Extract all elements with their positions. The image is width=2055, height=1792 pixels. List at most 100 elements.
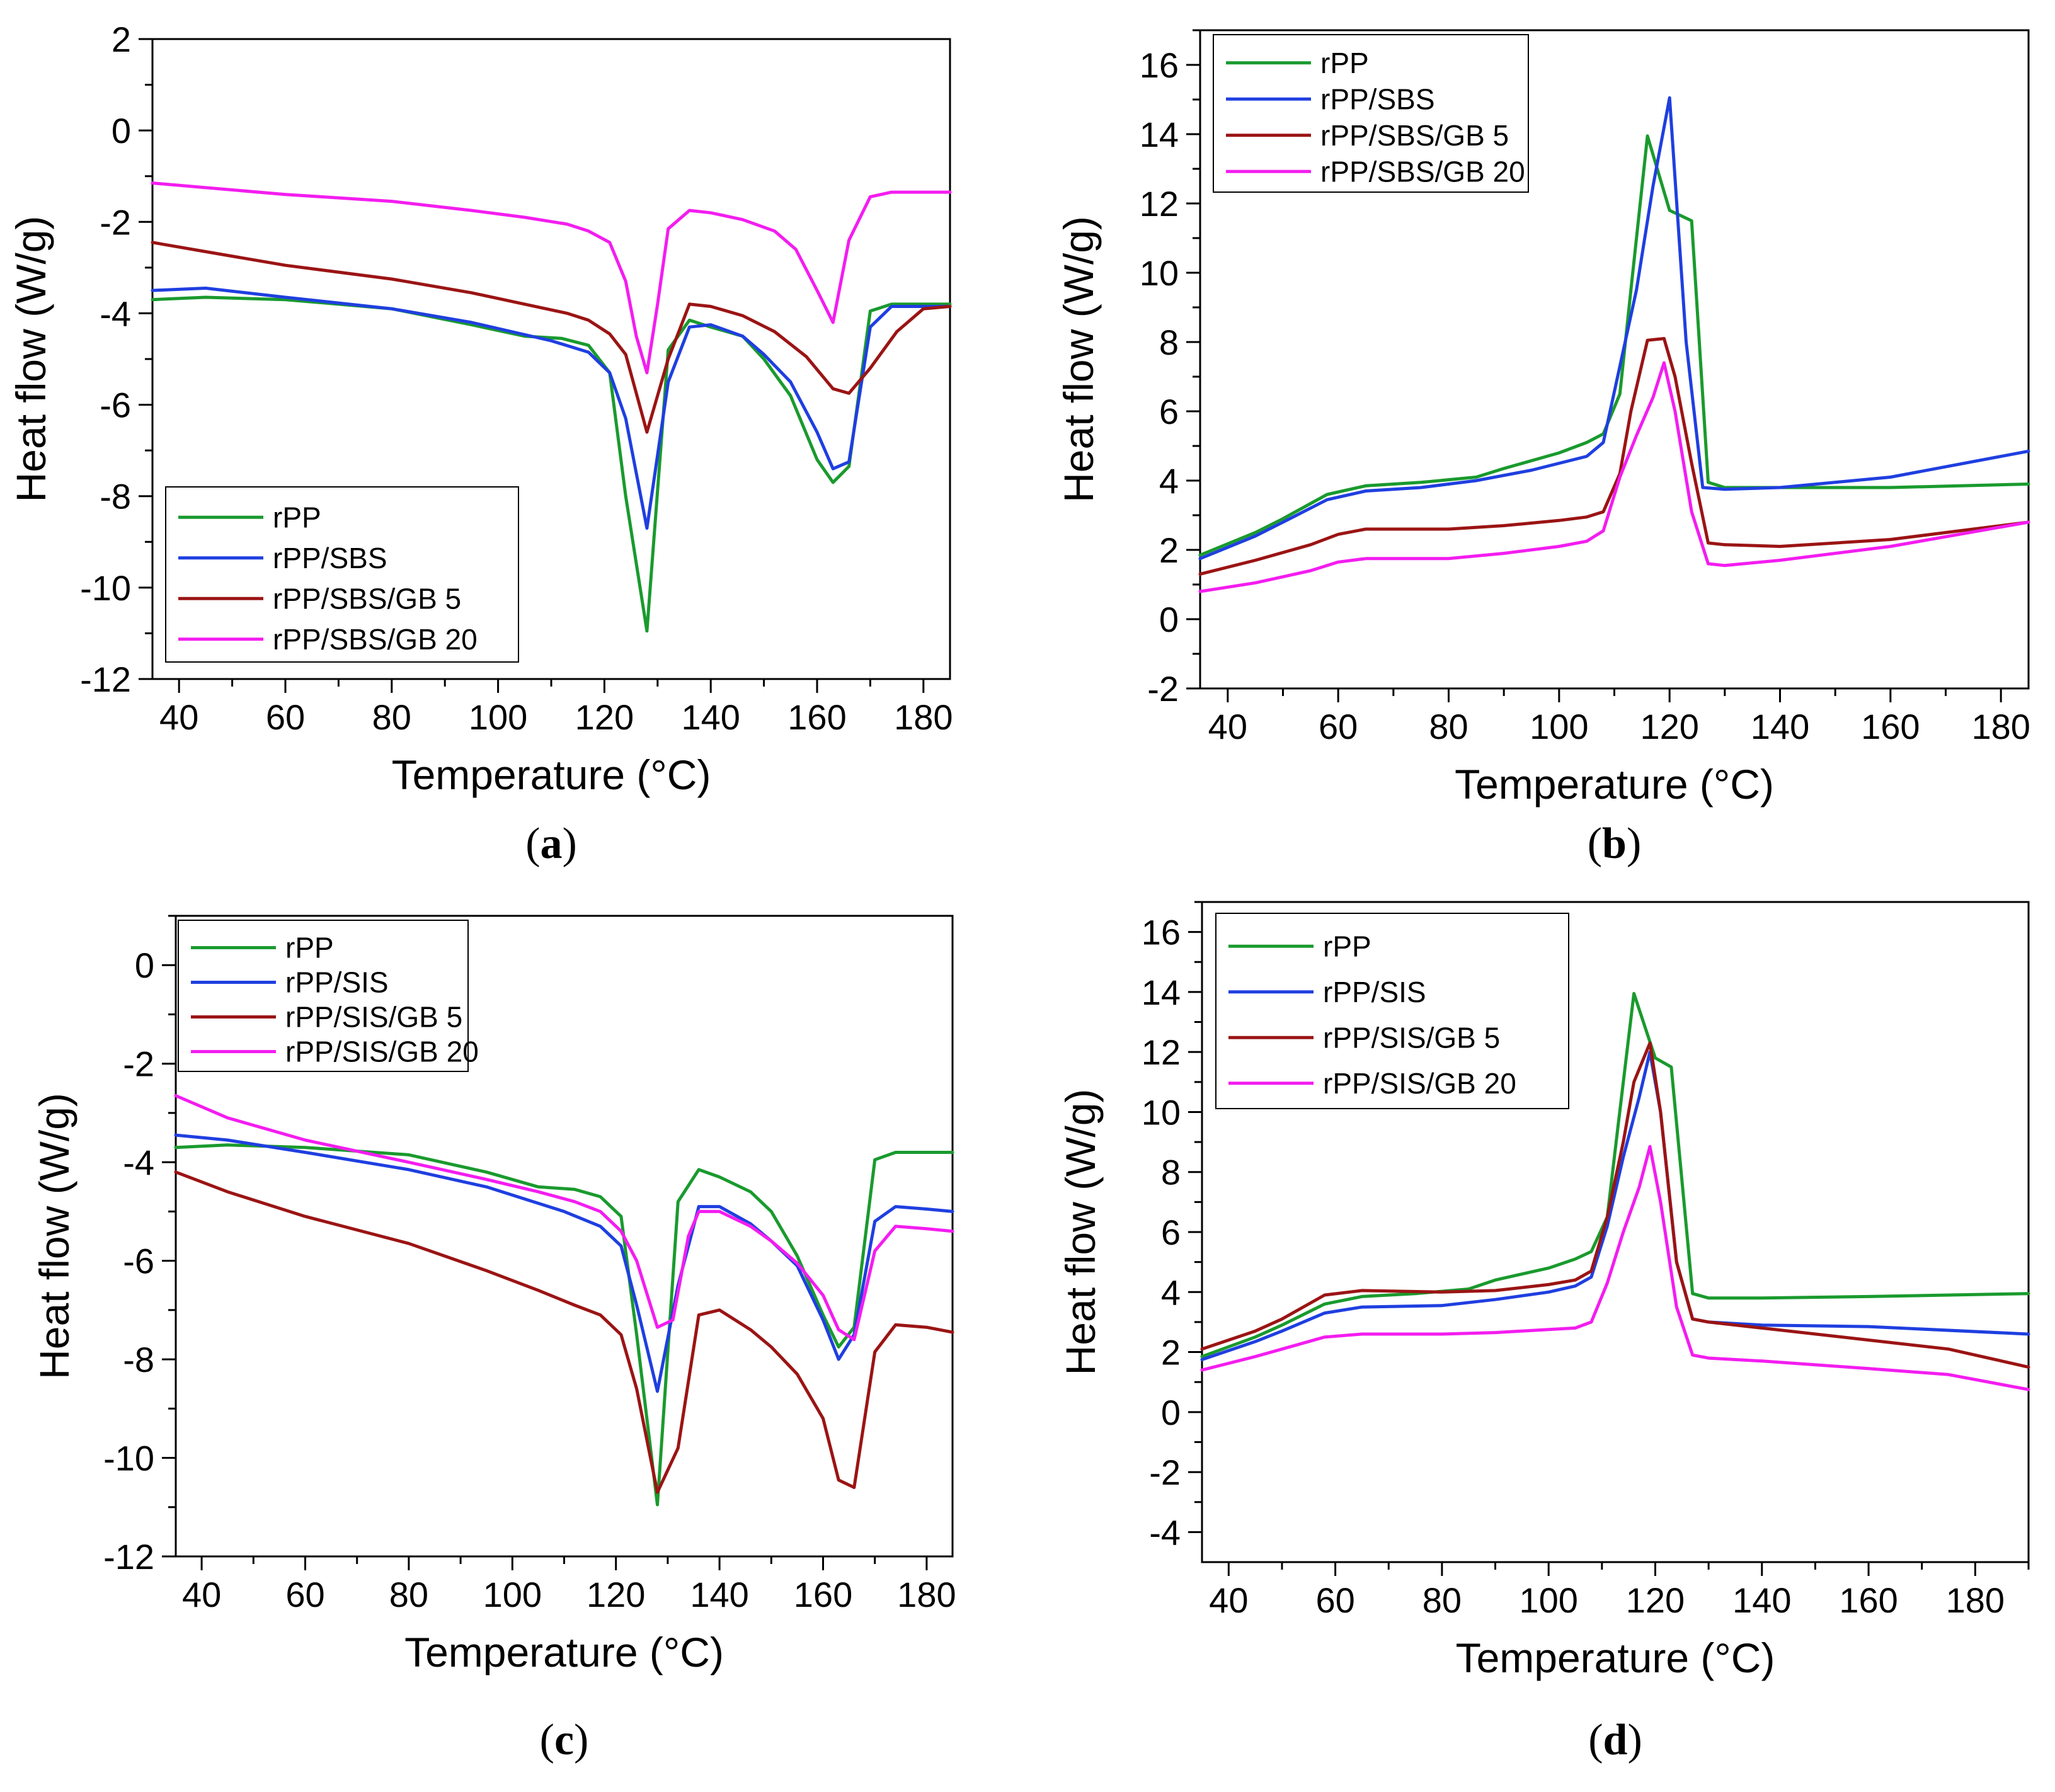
y-tick-label: 0 (1161, 1393, 1181, 1432)
x-tick-label: 40 (1208, 707, 1247, 746)
y-tick-label: 16 (1142, 913, 1181, 952)
x-tick-label: 100 (483, 1575, 542, 1614)
y-tick-label: 2 (112, 20, 131, 59)
series-line (174, 1094, 954, 1342)
y-tick-label: -10 (80, 568, 131, 608)
legend-label: rPP/SBS/GB 5 (1320, 119, 1509, 152)
x-tick-label: 140 (681, 697, 740, 737)
x-tick-label: 100 (469, 697, 527, 737)
x-tick-label: 180 (897, 1575, 956, 1614)
x-tick-label: 180 (1946, 1580, 2005, 1620)
series-line (151, 181, 952, 375)
x-tick-label: 120 (1626, 1580, 1685, 1620)
x-tick-label: 40 (182, 1575, 221, 1614)
series-line (174, 1133, 954, 1393)
x-tick-label: 160 (1839, 1580, 1898, 1620)
series-line (1200, 1144, 2030, 1391)
chart-panel-b: 40 60 80 100 120 140 160 180 -2 0 2 4 6 8 10 12 14 16 Temp… (1055, 29, 2030, 868)
legend-label: rPP/SIS/GB 20 (285, 1036, 479, 1068)
legend-box (178, 920, 469, 1072)
legend-label: rPP (285, 932, 334, 964)
y-axis-title: Heat flow (W/g) (1057, 1089, 1104, 1376)
panel-label: (a) (525, 819, 577, 868)
y-tick-label: 16 (1140, 45, 1179, 85)
x-tick-label: 80 (372, 697, 411, 737)
x-tick-label: 100 (1519, 1580, 1577, 1620)
panel-label: (c) (540, 1716, 589, 1764)
legend-label: rPP (1323, 930, 1371, 962)
x-tick-label: 60 (266, 697, 305, 737)
legend-label: rPP/SBS (1320, 83, 1435, 115)
x-tick-label: 120 (1640, 707, 1698, 746)
y-tick-label: -2 (1147, 669, 1179, 709)
y-tick-label: 0 (135, 945, 154, 985)
y-axis-title: Heat flow (W/g) (31, 1093, 77, 1379)
series-line (1200, 1041, 2030, 1369)
y-tick-label: -2 (100, 202, 131, 242)
series-line (1200, 991, 2030, 1359)
chart-panel-c: 40 60 80 100 120 140 160 180 -12 -10 -8 -6 -4 -2 0 Temp… (31, 915, 956, 1764)
x-tick-label: 60 (1319, 707, 1358, 746)
x-tick-label: 120 (575, 697, 634, 737)
y-tick-label: 0 (1159, 600, 1179, 639)
y-tick-label: 4 (1161, 1272, 1181, 1312)
y-tick-label: 10 (1140, 253, 1179, 293)
y-tick-label: 12 (1142, 1032, 1181, 1072)
legend-label: rPP/SBS/GB 5 (273, 582, 461, 615)
series-line (174, 1170, 954, 1494)
y-tick-label: 2 (1161, 1333, 1181, 1373)
x-axis-title: Temperature (°C) (1455, 761, 1774, 808)
y-tick-label: -8 (100, 477, 131, 516)
x-axis-title: Temperature (°C) (1456, 1635, 1775, 1681)
series-line (151, 287, 952, 530)
legend-box (1213, 34, 1529, 193)
legend-label: rPP (1320, 47, 1369, 79)
x-tick-label: 140 (690, 1575, 748, 1614)
x-tick-label: 160 (1861, 707, 1920, 746)
legend: rPP rPP/SIS rPP/SIS/GB 5 rPP/SIS/GB 20 (1215, 913, 1569, 1109)
series-line (174, 1143, 954, 1507)
y-tick-label: 8 (1159, 322, 1179, 362)
x-tick-label: 120 (587, 1575, 645, 1614)
x-tick-label: 100 (1530, 707, 1588, 746)
series-line (1198, 134, 2030, 557)
y-tick-label: -2 (1149, 1452, 1181, 1492)
series-line (1198, 337, 2030, 576)
y-tick-label: -12 (103, 1537, 154, 1577)
legend-label: rPP/SIS/GB 5 (1323, 1021, 1500, 1054)
y-tick-label: -4 (1149, 1512, 1181, 1552)
x-tick-label: 40 (159, 697, 198, 737)
x-tick-label: 160 (794, 1575, 852, 1614)
legend-label: rPP/SIS (1323, 976, 1426, 1008)
y-tick-label: 0 (112, 111, 131, 151)
x-axis-title: Temperature (°C) (404, 1629, 724, 1675)
series-line (1198, 96, 2030, 561)
panel-label: (d) (1588, 1716, 1642, 1764)
chart-panel-a: 40 60 80 100 120 140 160 180 -12 -10 -8 -6 -4 -2 0 2 Tem… (8, 20, 953, 868)
y-tick-label: 14 (1140, 115, 1179, 154)
y-tick-label: -6 (100, 385, 131, 425)
y-tick-label: 6 (1161, 1213, 1181, 1252)
y-tick-label: -2 (123, 1044, 154, 1084)
x-tick-label: 180 (894, 697, 953, 737)
legend-label: rPP/SBS/GB 20 (1320, 155, 1525, 188)
x-tick-label: 140 (1732, 1580, 1791, 1620)
y-axis-title: Heat flow (W/g) (8, 216, 54, 503)
series-line (1198, 361, 2030, 593)
y-tick-label: 14 (1142, 973, 1181, 1012)
x-tick-label: 140 (1751, 707, 1809, 746)
x-tick-label: 180 (1971, 707, 2030, 746)
legend-label: rPP/SBS/GB 20 (273, 623, 478, 656)
legend-label: rPP (273, 501, 321, 534)
y-tick-label: -4 (123, 1143, 154, 1182)
y-tick-label: 2 (1159, 530, 1179, 570)
panel-label: (b) (1588, 819, 1642, 868)
y-tick-label: 6 (1159, 392, 1179, 431)
y-tick-label: -6 (123, 1241, 154, 1281)
series-line (151, 241, 952, 434)
x-tick-label: 60 (285, 1575, 324, 1614)
x-tick-label: 80 (1429, 707, 1468, 746)
